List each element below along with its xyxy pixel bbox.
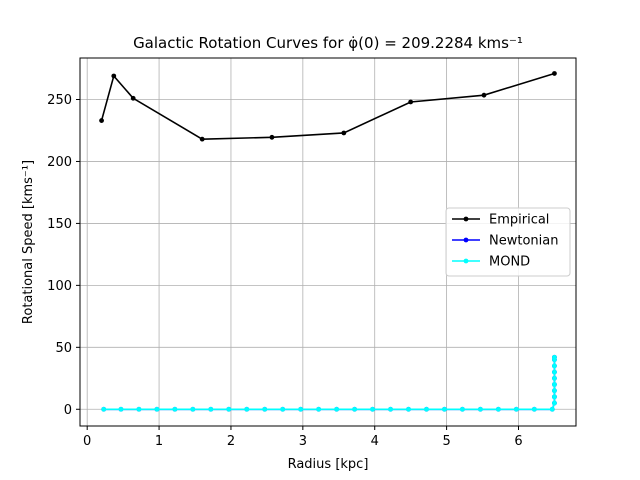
data-point: [442, 406, 447, 412]
data-point: [190, 406, 196, 412]
y-tick-label: 150: [47, 217, 72, 232]
data-point: [481, 92, 487, 98]
y-axis-label: Rotational Speed [kms⁻¹]: [21, 160, 36, 324]
series-mond: [101, 354, 557, 412]
y-tick-label: 50: [55, 341, 72, 356]
data-point: [408, 99, 414, 105]
data-point: [316, 406, 322, 412]
plot-frame: [79, 57, 577, 427]
data-point: [101, 406, 107, 412]
data-point: [334, 406, 340, 412]
data-point: [269, 134, 275, 140]
data-point: [552, 375, 557, 381]
data-point: [388, 406, 393, 412]
data-point: [208, 406, 214, 412]
data-point: [552, 382, 557, 387]
data-point: [531, 406, 537, 412]
data-point: [298, 406, 304, 412]
data-point: [136, 406, 142, 412]
data-point: [552, 363, 557, 369]
data-point: [552, 388, 557, 394]
legend-swatch-marker: [463, 237, 469, 243]
data-point: [552, 400, 557, 406]
y-tick-label: 100: [47, 279, 72, 294]
data-point: [172, 406, 178, 412]
data-point: [130, 95, 136, 101]
series-line: [100, 72, 555, 140]
x-tick-label: 0: [83, 434, 91, 449]
series-newtonian: [101, 354, 557, 412]
legend-item-newtonian: Newtonian: [452, 234, 558, 249]
x-tick-label: 3: [299, 434, 307, 449]
data-point: [552, 354, 557, 360]
data-point: [352, 406, 357, 412]
legend: Empirical Newtonian MOND: [445, 207, 571, 277]
data-point: [244, 406, 250, 412]
data-point: [341, 130, 347, 136]
data-point: [280, 406, 286, 412]
x-axis-label: Radius [kpc]: [288, 457, 369, 472]
x-tick-label: 1: [155, 434, 163, 449]
data-point: [370, 406, 375, 412]
data-point: [552, 71, 557, 76]
legend-label: Newtonian: [489, 234, 558, 249]
data-point: [495, 406, 501, 412]
legend-box: [445, 207, 571, 277]
chart-title: Galactic Rotation Curves for φ̇(0) = 209…: [133, 34, 523, 52]
y-axis-ticks: 0 50 100 150 200 250: [47, 93, 80, 418]
series-empirical: [99, 71, 557, 142]
data-point: [199, 136, 205, 142]
x-tick-label: 2: [227, 434, 235, 449]
data-point: [111, 73, 117, 79]
data-point: [226, 406, 232, 412]
legend-item-empirical: Empirical: [452, 213, 549, 228]
legend-label: Empirical: [489, 213, 549, 228]
x-tick-label: 4: [371, 434, 379, 449]
x-axis-ticks: 0 1 2 3 4 5 6: [83, 426, 523, 449]
y-tick-label: 250: [47, 93, 72, 108]
legend-item-mond: MOND: [452, 255, 530, 270]
data-point: [424, 406, 429, 412]
x-tick-label: 5: [442, 434, 450, 449]
series-line: [103, 357, 556, 411]
data-point: [513, 406, 519, 412]
y-tick-label: 0: [64, 403, 72, 418]
data-point: [549, 406, 555, 412]
y-tick-label: 200: [47, 155, 72, 170]
x-tick-label: 6: [514, 434, 522, 449]
legend-swatch-marker: [463, 258, 469, 264]
data-point: [552, 369, 557, 375]
legend-label: MOND: [489, 255, 530, 270]
data-point: [552, 394, 557, 400]
data-point: [154, 406, 160, 412]
series-layer: [99, 71, 557, 412]
data-point: [406, 406, 411, 412]
data-point: [262, 406, 268, 412]
data-point: [99, 118, 104, 123]
series-line: [103, 357, 556, 411]
data-point: [477, 406, 483, 412]
data-point: [118, 406, 124, 412]
data-point: [460, 406, 465, 412]
legend-swatch-marker: [463, 216, 469, 222]
